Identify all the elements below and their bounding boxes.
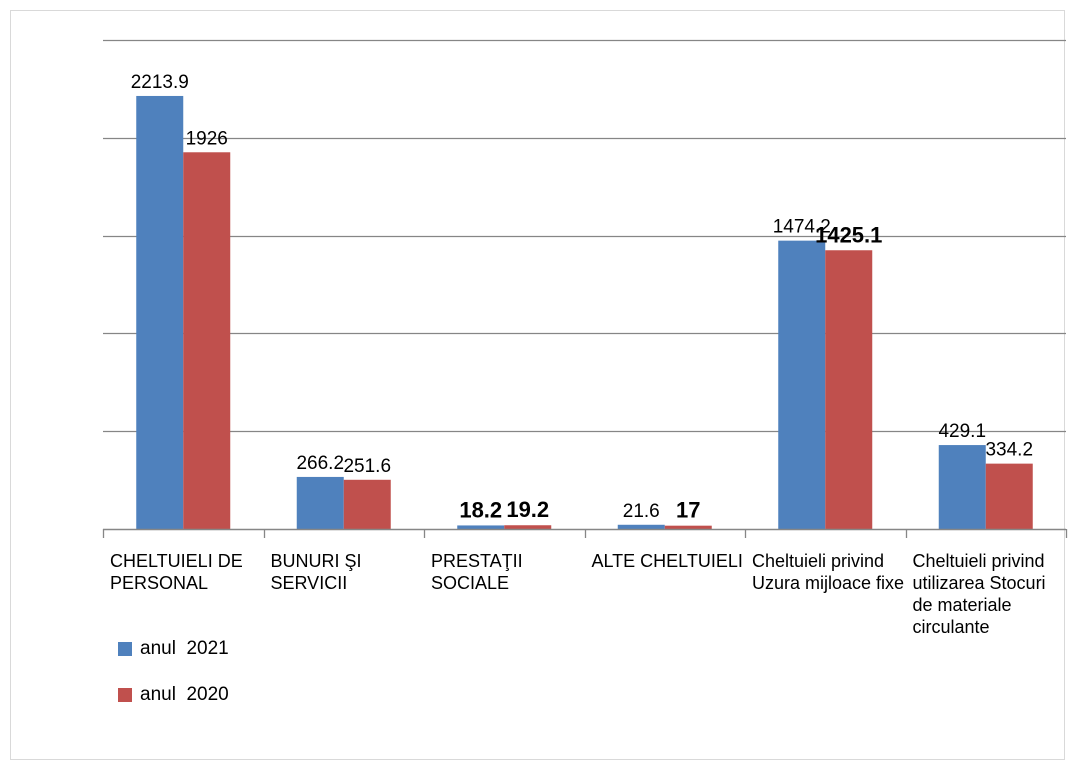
category-label: PRESTAŢII SOCIALE	[431, 551, 523, 593]
category-label: ALTE CHELTUIELI	[591, 551, 743, 571]
data-label: 21.6	[623, 501, 660, 522]
bar-2021	[457, 525, 505, 529]
category-label: BUNURI ŞI SERVICII	[270, 551, 362, 593]
x-axis	[102, 528, 1068, 538]
data-label: 17	[676, 498, 700, 523]
data-label: 19.2	[506, 497, 549, 522]
bar-2020	[504, 525, 552, 529]
bar-2020	[825, 250, 873, 530]
data-label: 2213.9	[131, 72, 189, 93]
data-label: 1926	[186, 128, 228, 149]
bar-2021	[778, 240, 826, 529]
bar-2021	[136, 95, 184, 530]
bar-2020	[664, 525, 712, 529]
data-label: 18.2	[459, 497, 502, 522]
data-label: 1474.2	[773, 217, 831, 238]
bars	[136, 95, 1033, 530]
bar-2021	[296, 476, 344, 529]
bar-2021	[938, 445, 986, 529]
bar-2020	[343, 479, 391, 529]
grid-lines	[103, 39, 1066, 433]
bar-2021	[617, 524, 665, 529]
legend-label-2020: anul 2020	[140, 684, 229, 705]
bar-2020	[985, 463, 1033, 529]
data-label: 251.6	[343, 456, 391, 477]
chart-frame	[10, 10, 1065, 760]
data-label: 334.2	[985, 440, 1033, 461]
category-label: Cheltuieli privind utilizarea Stocuri de…	[912, 551, 1046, 637]
legend-label-2021: anul 2021	[140, 638, 229, 659]
category-label: CHELTUIELI DE PERSONAL	[110, 551, 243, 593]
legend-swatch-2020	[118, 688, 132, 702]
data-label: 266.2	[296, 453, 344, 474]
legend-swatch-2021	[118, 642, 132, 656]
data-label: 429.1	[938, 421, 986, 442]
bar-2020	[183, 152, 231, 529]
data-label: 1425.1	[815, 222, 882, 247]
data-labels: 2213.9 266.2 18.2 21.6 1474.2 429.1 1926 251.6 1…	[131, 72, 1033, 523]
category-label: Cheltuieli privind Uzura mijloace fixe	[752, 551, 905, 593]
